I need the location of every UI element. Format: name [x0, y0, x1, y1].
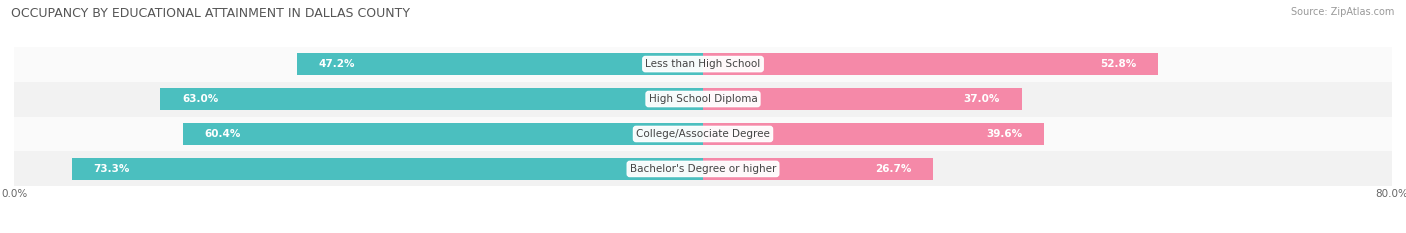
- Text: 47.2%: 47.2%: [318, 59, 354, 69]
- Bar: [72, 158, 703, 180]
- Text: Less than High School: Less than High School: [645, 59, 761, 69]
- Text: 73.3%: 73.3%: [93, 164, 129, 174]
- Bar: [160, 88, 703, 110]
- Text: Bachelor's Degree or higher: Bachelor's Degree or higher: [630, 164, 776, 174]
- Text: 37.0%: 37.0%: [963, 94, 1000, 104]
- Text: Source: ZipAtlas.com: Source: ZipAtlas.com: [1291, 7, 1395, 17]
- Text: 26.7%: 26.7%: [875, 164, 911, 174]
- Bar: [703, 123, 1045, 145]
- Bar: [14, 116, 1392, 151]
- Bar: [703, 88, 1022, 110]
- Bar: [703, 53, 1157, 75]
- Text: High School Diploma: High School Diploma: [648, 94, 758, 104]
- Text: 60.4%: 60.4%: [204, 129, 240, 139]
- Bar: [703, 158, 934, 180]
- Text: 52.8%: 52.8%: [1099, 59, 1136, 69]
- Bar: [297, 53, 703, 75]
- Bar: [14, 82, 1392, 116]
- Bar: [14, 151, 1392, 186]
- Text: College/Associate Degree: College/Associate Degree: [636, 129, 770, 139]
- Bar: [183, 123, 703, 145]
- Text: 63.0%: 63.0%: [181, 94, 218, 104]
- Text: OCCUPANCY BY EDUCATIONAL ATTAINMENT IN DALLAS COUNTY: OCCUPANCY BY EDUCATIONAL ATTAINMENT IN D…: [11, 7, 411, 20]
- Text: 39.6%: 39.6%: [987, 129, 1022, 139]
- Bar: [14, 47, 1392, 82]
